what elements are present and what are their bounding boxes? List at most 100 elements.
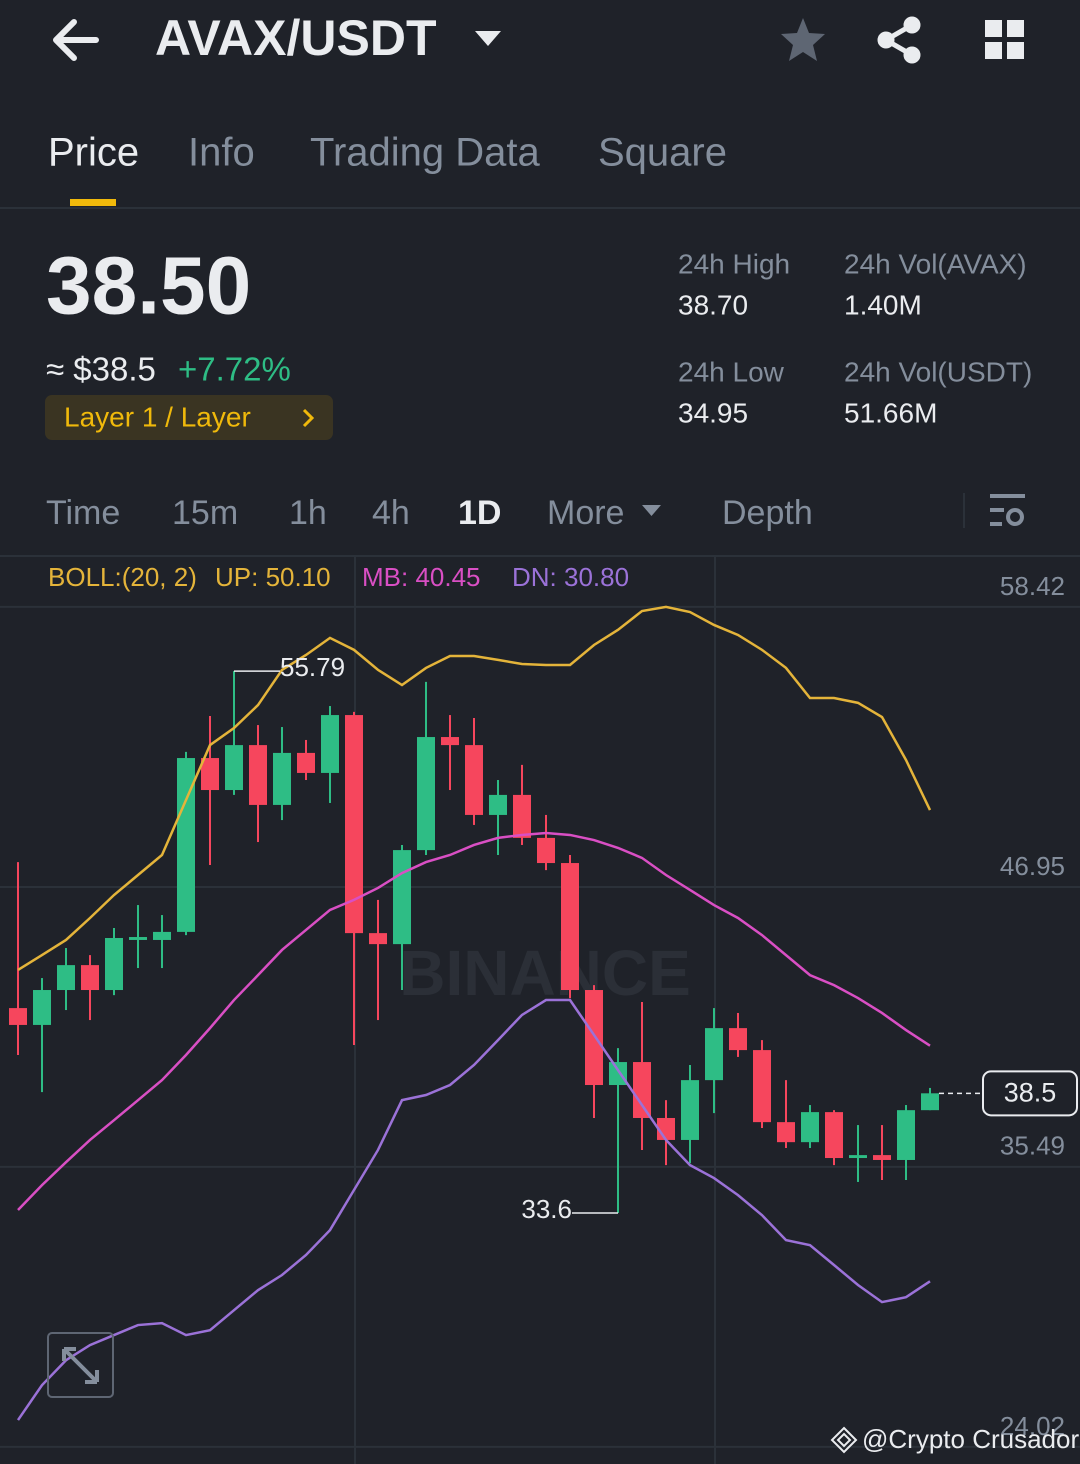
- menu-icon[interactable]: [985, 20, 1024, 59]
- candle-body: [753, 1050, 771, 1123]
- tab[interactable]: Trading Data: [310, 131, 541, 175]
- candle-body: [633, 1062, 651, 1118]
- candle-body: [297, 752, 315, 773]
- candle-body: [393, 850, 411, 945]
- candle-body: [873, 1155, 891, 1160]
- plot: 58.42 46.95 35.49 24.02 UP: 50.10 MB: 40.45 DN…: [0, 562, 1080, 1448]
- menu-square: [1007, 20, 1024, 37]
- y-tick-label: 35.49: [1000, 1131, 1065, 1161]
- interval[interactable]: Depth: [722, 494, 813, 532]
- menu-square: [985, 42, 1002, 59]
- candle-body: [729, 1028, 747, 1051]
- candle-body: [777, 1122, 795, 1143]
- candle-body: [897, 1110, 915, 1160]
- candle-body: [825, 1112, 843, 1159]
- last-price-label: 38.5: [1004, 1077, 1057, 1107]
- candle-body: [201, 758, 219, 791]
- more-dropdown[interactable]: [642, 505, 661, 516]
- candle-body: [345, 715, 363, 934]
- candle-body: [321, 715, 339, 773]
- tab[interactable]: Square: [598, 131, 727, 175]
- menu-square: [1007, 42, 1024, 59]
- stat-label: 24h Low: [678, 356, 785, 387]
- separator: [0, 207, 1080, 209]
- candle-body: [705, 1028, 723, 1081]
- stat-value: 38.70: [678, 289, 748, 320]
- legend-entry: UP: 50.10: [215, 562, 331, 592]
- legend-entry: MB: 40.45: [362, 562, 481, 592]
- watermark: BINANCE: [399, 937, 691, 1009]
- candle-body: [537, 837, 555, 864]
- candle-body: [489, 794, 507, 815]
- candle-body: [561, 863, 579, 991]
- candle-body: [801, 1112, 819, 1143]
- divider: [963, 493, 965, 528]
- pair-dropdown[interactable]: [475, 31, 501, 46]
- candle-body: [33, 990, 51, 1025]
- fiat-price: ≈ $38.5: [46, 351, 156, 388]
- credit-logo: [830, 1426, 858, 1454]
- stat-value: 51.66M: [844, 397, 937, 428]
- candle-body: [849, 1155, 867, 1159]
- share-icon[interactable]: [877, 16, 921, 64]
- candle-body: [57, 965, 75, 991]
- y-tick-label: 24.02: [1000, 1411, 1065, 1441]
- low-annotation: 33.6: [521, 1194, 572, 1224]
- price-change: +7.72%: [178, 351, 291, 388]
- interval-active[interactable]: 1D: [458, 494, 501, 532]
- settings-gear: [1006, 508, 1024, 526]
- tab[interactable]: Price: [48, 131, 139, 175]
- candle-body: [585, 990, 603, 1086]
- pair-title[interactable]: AVAX/USDT: [155, 10, 437, 66]
- last-price: 38.50: [46, 241, 251, 332]
- interval[interactable]: 15m: [172, 494, 238, 532]
- y-tick-label: 58.42: [1000, 571, 1065, 601]
- band-line: [16, 998, 931, 1421]
- indicator-label: BOLL:(20, 2): [48, 562, 197, 592]
- candle-body: [249, 745, 267, 805]
- y-tick-label: 46.95: [1000, 851, 1065, 881]
- legend-entry: DN: 30.80: [512, 562, 629, 592]
- last-price-box: [982, 1070, 1078, 1117]
- candle-body: [921, 1093, 939, 1111]
- back-button[interactable]: [53, 19, 99, 61]
- candle-body: [681, 1080, 699, 1140]
- favorite-icon[interactable]: [781, 18, 825, 61]
- stat-label: 24h High: [678, 248, 790, 279]
- candle-body: [177, 758, 195, 932]
- candle-body: [81, 965, 99, 991]
- candle-body: [369, 933, 387, 945]
- tab-indicator: [70, 199, 116, 206]
- separator: [0, 555, 1080, 557]
- tag-chevron: [302, 408, 315, 428]
- candle-body: [153, 931, 171, 940]
- menu-square: [985, 20, 1002, 37]
- candle-body: [105, 938, 123, 991]
- share-links: [880, 22, 914, 58]
- tab[interactable]: Info: [188, 131, 255, 175]
- candle-body: [129, 937, 147, 940]
- candle-body: [225, 745, 243, 791]
- stat-label: 24h Vol(AVAX): [844, 248, 1027, 279]
- interval[interactable]: More: [547, 494, 624, 532]
- credit: @Crypto Crusador: [862, 1424, 1079, 1454]
- band-line: [17, 605, 932, 972]
- expand-icon: [62, 1347, 99, 1384]
- candle-body: [9, 1008, 27, 1025]
- tag-label[interactable]: Layer 1 / Layer: [64, 401, 251, 432]
- interval[interactable]: Time: [46, 494, 120, 532]
- high-annotation: 55.79: [280, 652, 345, 682]
- expand-button[interactable]: [47, 1332, 114, 1398]
- settings-lines: [990, 494, 1025, 526]
- stat-label: 24h Vol(USDT): [844, 356, 1032, 387]
- interval[interactable]: 1h: [289, 494, 327, 532]
- tag-badge[interactable]: [45, 395, 333, 440]
- candle-body: [465, 745, 483, 815]
- chart-settings[interactable]: [990, 494, 1025, 526]
- stat-value: 1.40M: [844, 289, 922, 320]
- interval[interactable]: 4h: [372, 494, 410, 532]
- candle-body: [273, 752, 291, 805]
- candle-body: [513, 794, 531, 838]
